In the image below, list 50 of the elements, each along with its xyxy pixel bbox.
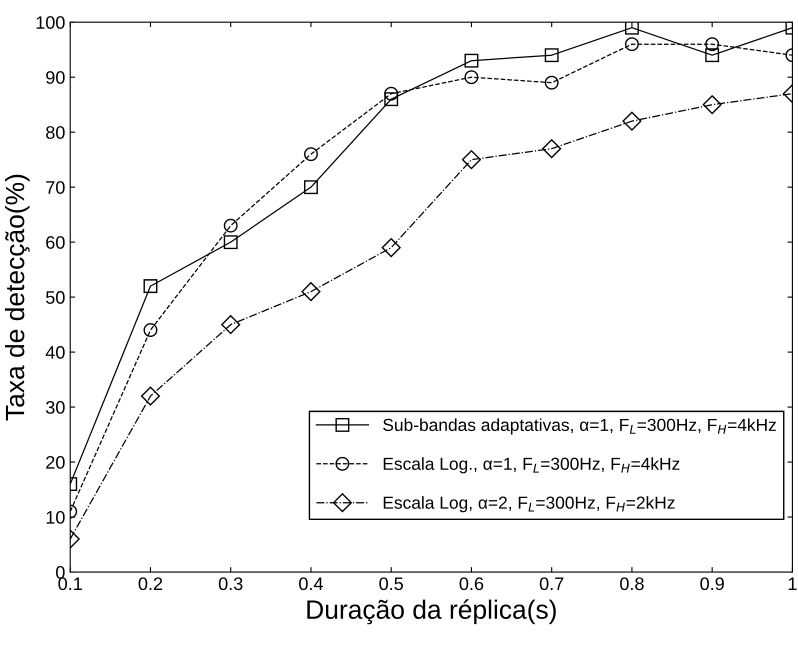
point bbox=[464, 54, 478, 68]
point bbox=[624, 22, 639, 35]
x-tick-label: 0.6 bbox=[460, 577, 484, 590]
point bbox=[464, 70, 478, 84]
point bbox=[144, 323, 158, 338]
y-tick-label: 30 bbox=[46, 401, 65, 414]
point bbox=[144, 279, 158, 294]
point bbox=[304, 180, 318, 194]
y-tick-label: 40 bbox=[46, 346, 65, 359]
point bbox=[221, 315, 240, 334]
point bbox=[384, 86, 398, 101]
point bbox=[544, 76, 559, 90]
point bbox=[702, 95, 722, 114]
legend-label: Escala Log., α=1, F$_{L}$=300Hz, F$_{H}$=4kHz bbox=[384, 457, 680, 474]
point bbox=[705, 48, 720, 62]
x-tick-label: 0.1 bbox=[58, 577, 82, 590]
point bbox=[542, 139, 562, 158]
point bbox=[382, 238, 401, 258]
x-tick-label: 0.3 bbox=[218, 577, 242, 590]
point bbox=[301, 282, 320, 302]
y-tick-label: 0 bbox=[56, 566, 65, 579]
y-tick-label: 100 bbox=[36, 16, 65, 29]
x-tick-label: 0.4 bbox=[299, 577, 323, 590]
y-tick-label: 90 bbox=[46, 71, 65, 84]
legend-label: Sub-bandas adaptativas, α=1, F$_{L}$=300Hz, F$_{H}$=4kHz bbox=[383, 418, 776, 435]
x-tick-label: 0.2 bbox=[138, 577, 162, 590]
point bbox=[224, 235, 238, 250]
x-tick-label: 0.5 bbox=[379, 577, 403, 590]
y-tick-label: 80 bbox=[46, 126, 65, 139]
point bbox=[304, 147, 318, 162]
point bbox=[224, 218, 238, 233]
x-tick-label: 0.7 bbox=[540, 577, 564, 590]
x-axis-title: Duração da réplica(s) bbox=[307, 599, 556, 624]
point bbox=[384, 92, 398, 106]
y-tick-label: 60 bbox=[46, 236, 65, 249]
x-tick-label: 0.9 bbox=[700, 577, 724, 590]
x-tick-label: 0.8 bbox=[620, 577, 644, 590]
legend-label: Escala Log, α=2, F$_{L}$=300Hz, F$_{H}$=2kHz bbox=[384, 496, 675, 512]
y-tick-label: 50 bbox=[46, 291, 65, 304]
point bbox=[140, 386, 160, 406]
y-axis-title: Taxa de detecção(%) bbox=[4, 174, 30, 420]
x-tick-label: 1 bbox=[788, 578, 797, 590]
point bbox=[622, 112, 642, 131]
point bbox=[462, 150, 481, 170]
point bbox=[705, 37, 720, 52]
y-tick-label: 10 bbox=[46, 510, 65, 524]
point bbox=[544, 48, 559, 62]
y-tick-label: 20 bbox=[46, 456, 65, 469]
y-tick-label: 70 bbox=[46, 181, 65, 194]
point bbox=[624, 37, 639, 52]
